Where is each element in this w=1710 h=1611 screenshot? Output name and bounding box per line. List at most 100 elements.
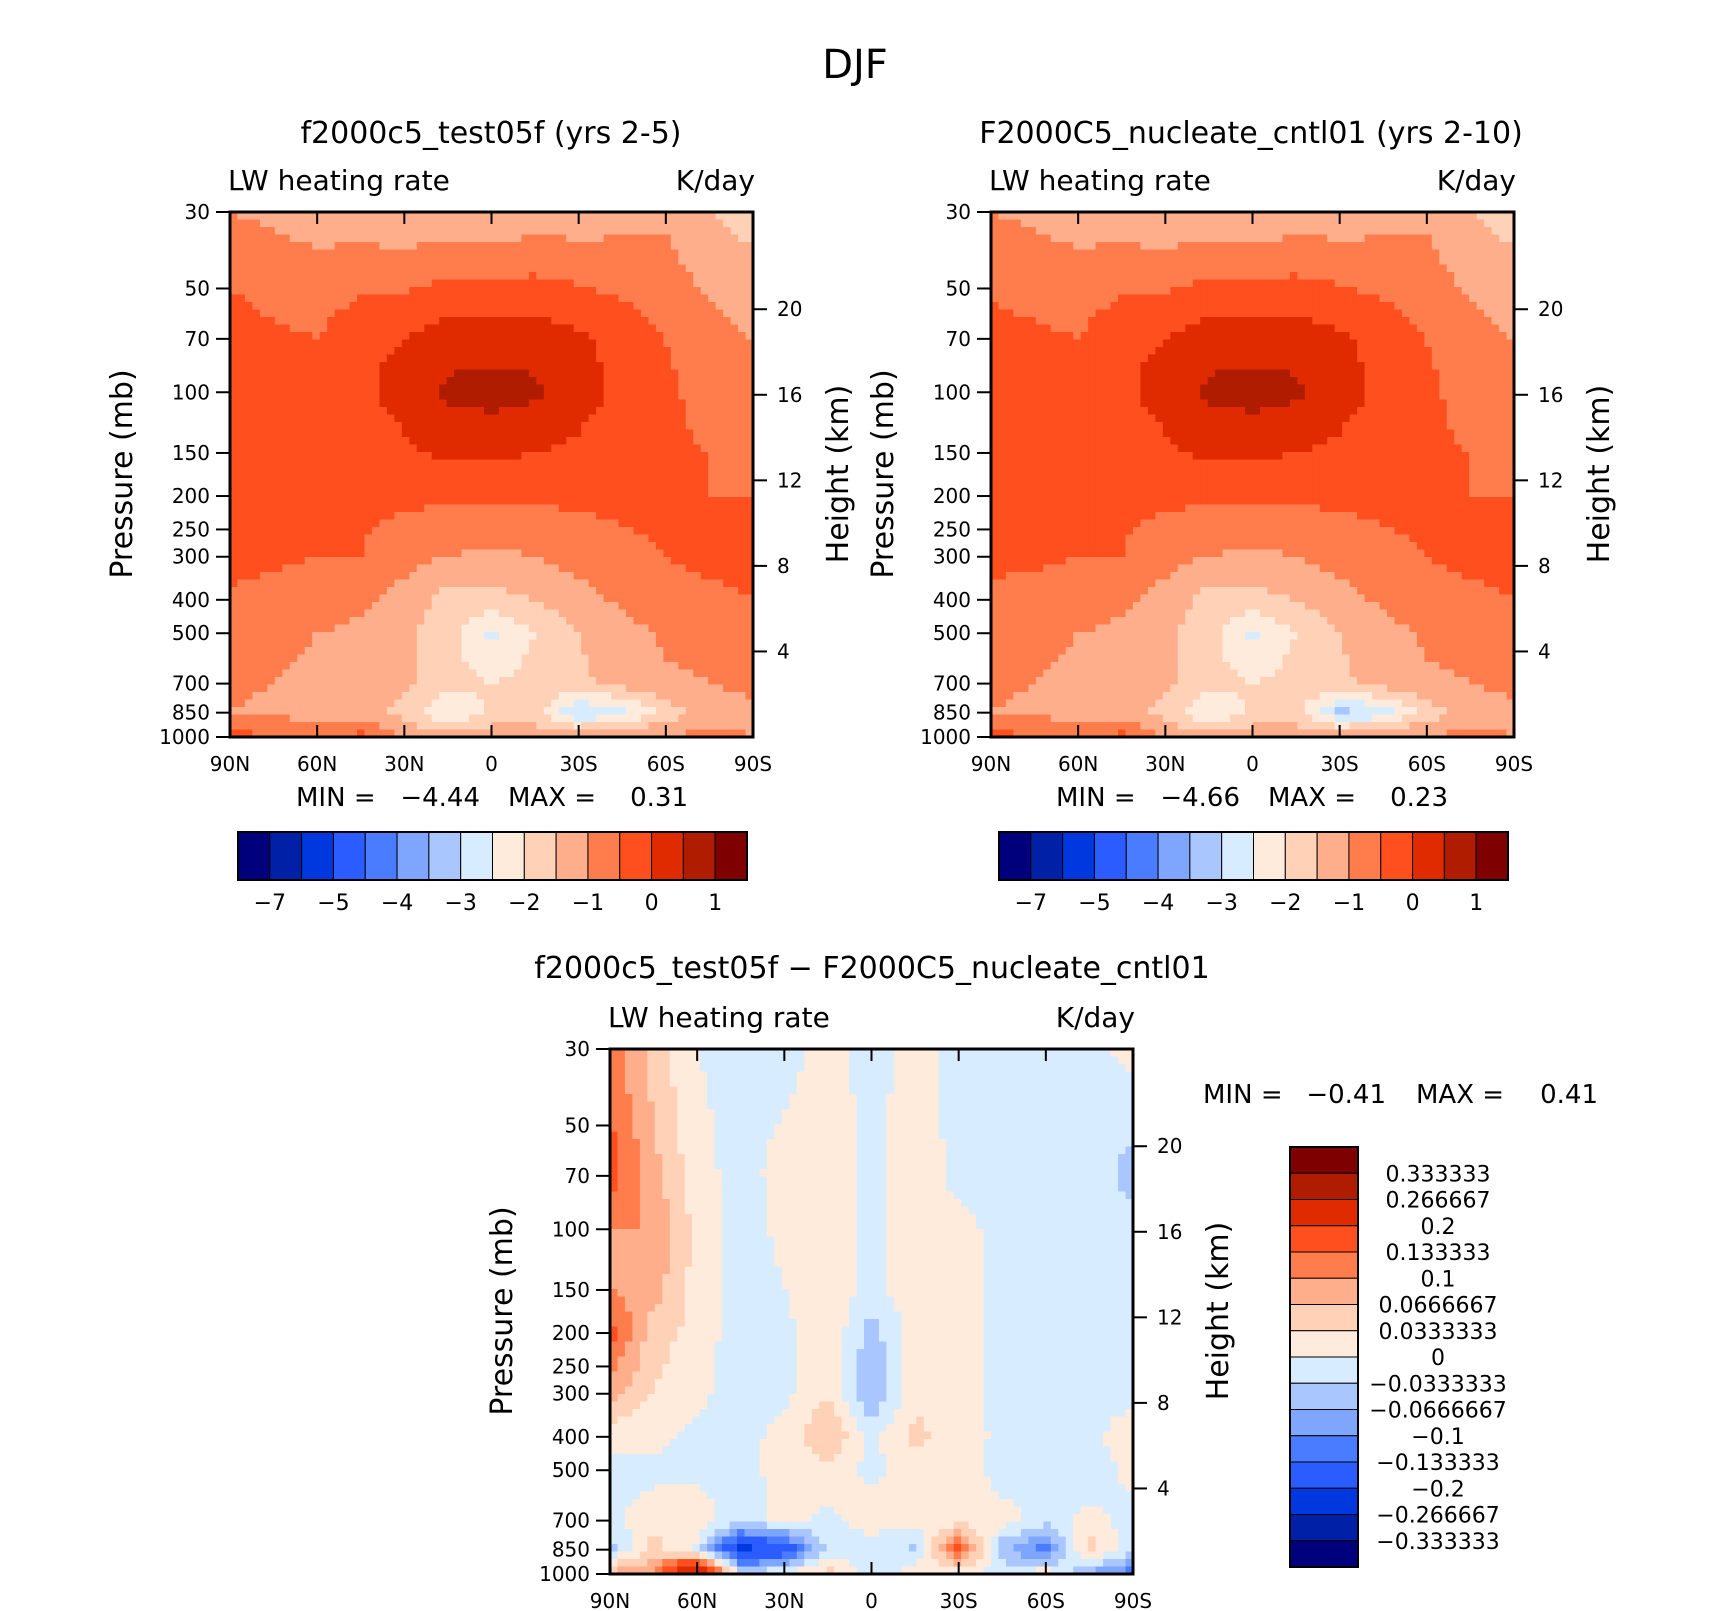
contour-cell <box>394 339 403 348</box>
contour-cell <box>618 242 627 251</box>
contour-cell <box>454 227 463 236</box>
contour-cell <box>349 272 358 281</box>
contour-cell <box>364 602 373 611</box>
contour-cell <box>252 264 261 273</box>
contour-cell <box>409 392 418 401</box>
contour-cell <box>723 279 732 288</box>
contour-cell <box>409 714 418 723</box>
contour-cell <box>312 354 321 363</box>
contour-cell <box>618 294 627 303</box>
contour-cell <box>371 594 381 603</box>
contour-cell <box>648 414 657 423</box>
contour-cell <box>267 504 276 513</box>
contour-cell <box>454 497 463 506</box>
contour-cell <box>678 332 687 341</box>
contour-cell <box>304 332 313 341</box>
contour-cell <box>401 534 410 543</box>
contour-cell <box>439 662 448 671</box>
contour-cell <box>259 414 268 423</box>
contour-cell <box>640 564 649 573</box>
contour-cell <box>603 489 612 498</box>
contour-cell <box>274 317 283 326</box>
contour-cell <box>506 332 515 341</box>
contour-cell <box>230 294 239 303</box>
contour-cell <box>670 317 679 326</box>
contour-cell <box>536 497 545 506</box>
contour-cell <box>282 722 291 731</box>
contour-cell <box>745 219 753 228</box>
contour-cell <box>386 527 395 536</box>
contour-cell <box>678 579 687 588</box>
contour-cell <box>371 219 381 228</box>
contour-cell <box>498 542 508 551</box>
contour-cell <box>446 542 455 551</box>
contour-cell <box>573 557 582 566</box>
contour-cell <box>386 497 395 506</box>
contour-cell <box>319 294 328 303</box>
contour-cell <box>454 309 463 318</box>
contour-cell <box>491 339 500 348</box>
contour-cell <box>708 609 717 618</box>
contour-cell <box>551 549 560 558</box>
contour-cell <box>349 489 358 498</box>
contour-cell <box>439 692 448 701</box>
contour-cell <box>640 474 649 483</box>
contour-cell <box>588 714 597 723</box>
contour-cell <box>723 407 732 416</box>
contour-cell <box>543 587 552 596</box>
contour-cell <box>237 257 246 266</box>
contour-cell <box>409 564 418 573</box>
contour-cell <box>558 527 567 536</box>
contour-cell <box>513 602 522 611</box>
contour-cell <box>663 557 672 566</box>
contour-cell <box>543 707 552 716</box>
contour-cell <box>401 497 410 506</box>
contour-cell <box>670 647 679 656</box>
contour-cell <box>401 257 410 266</box>
contour-cell <box>558 489 567 498</box>
contour-cell <box>528 369 537 378</box>
contour-cell <box>230 414 239 423</box>
contour-cell <box>476 624 485 633</box>
contour-cell <box>498 227 508 236</box>
contour-cell <box>723 707 732 716</box>
contour-cell <box>663 572 672 581</box>
contour-cell <box>379 467 388 476</box>
contour-cell <box>364 407 373 416</box>
contour-cell <box>334 677 343 686</box>
contour-cell <box>484 474 493 483</box>
contour-cell <box>282 377 291 386</box>
contour-cell <box>327 557 336 566</box>
contour-cell <box>297 609 306 618</box>
contour-cell <box>394 264 403 273</box>
contour-cell <box>371 324 381 333</box>
contour-cell <box>394 489 403 498</box>
contour-cell <box>454 489 463 498</box>
contour-cell <box>297 624 306 633</box>
contour-cell <box>334 392 343 401</box>
contour-cell <box>327 347 336 356</box>
contour-cell <box>618 227 627 236</box>
contour-cell <box>670 587 679 596</box>
contour-cell <box>588 302 597 311</box>
contour-cell <box>319 512 328 521</box>
contour-cell <box>357 729 366 737</box>
contour-cell <box>528 437 537 446</box>
contour-cell <box>312 699 321 708</box>
contour-cell <box>297 294 306 303</box>
contour-cell <box>715 362 724 371</box>
contour-cell <box>386 714 395 723</box>
contour-cell <box>633 339 642 348</box>
contour-cell <box>611 677 620 686</box>
contour-cell <box>334 422 343 431</box>
contour-cell <box>730 722 739 731</box>
contour-cell <box>394 557 403 566</box>
contour-cell <box>431 617 440 626</box>
contour-cell <box>551 234 560 243</box>
contour-cell <box>424 264 433 273</box>
contour-cell <box>723 227 732 236</box>
contour-cell <box>640 647 649 656</box>
contour-cell <box>723 617 732 626</box>
contour-cell <box>304 249 313 258</box>
contour-cell <box>633 369 642 378</box>
